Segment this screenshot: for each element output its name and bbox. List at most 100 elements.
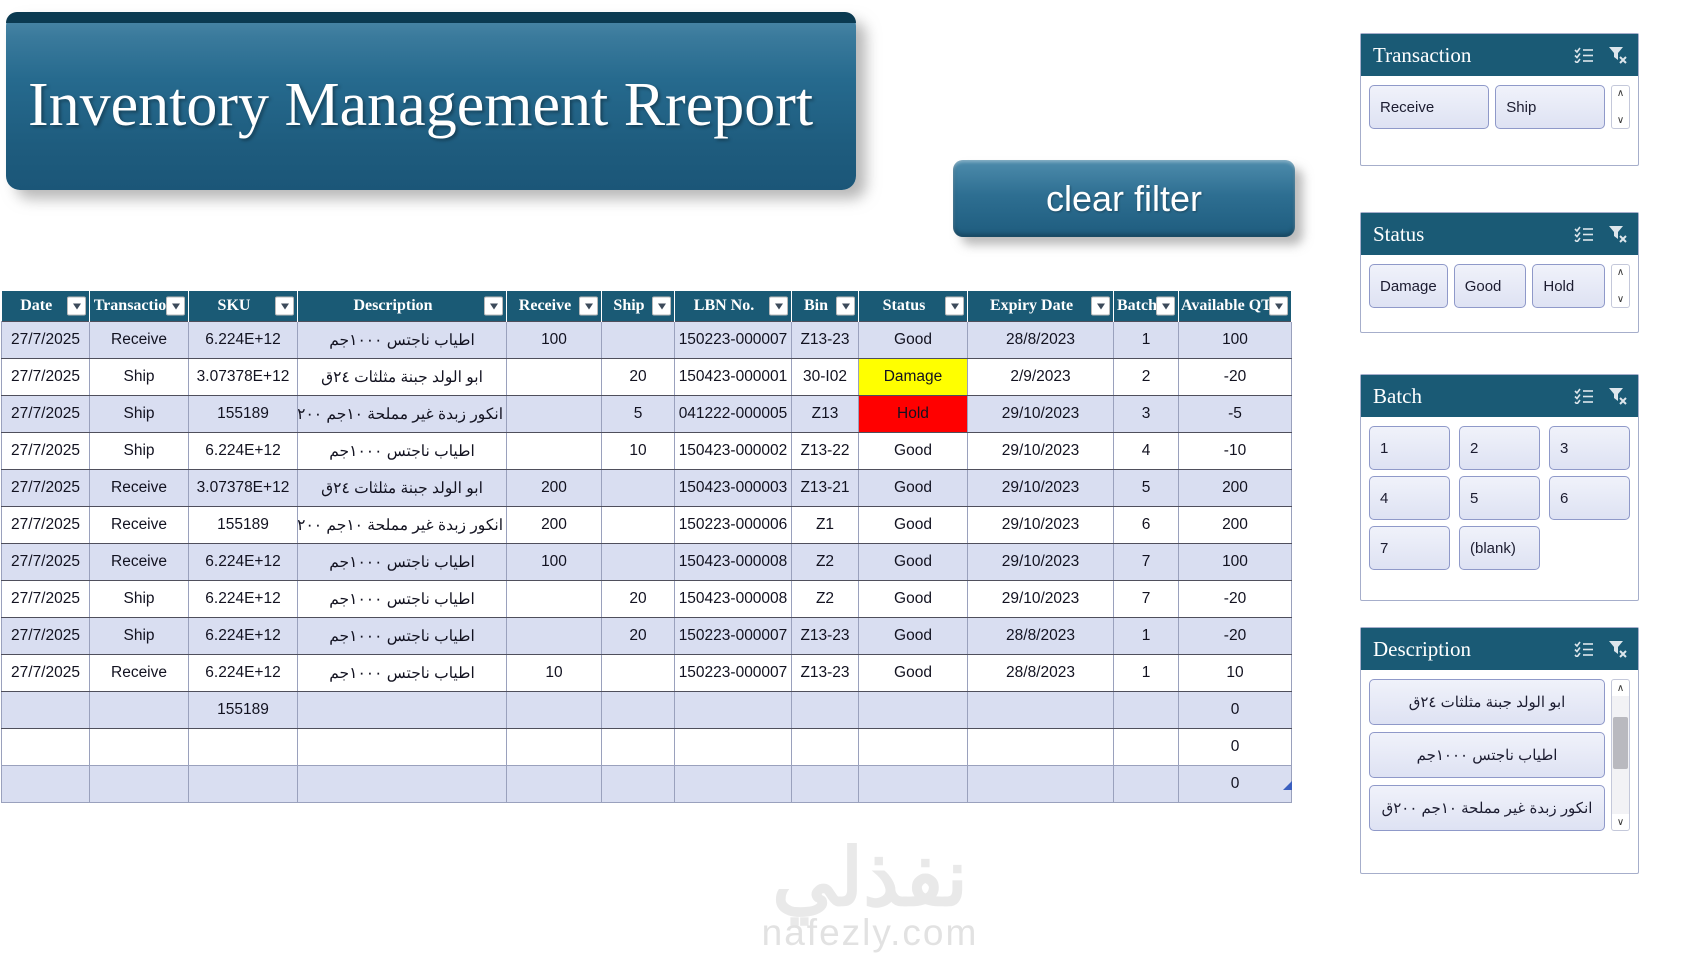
column-filter-button[interactable] (945, 296, 964, 316)
cell-transaction[interactable]: Ship (89, 395, 189, 433)
cell-batch[interactable]: 5 (1113, 469, 1179, 507)
cell-status[interactable]: Good (858, 580, 968, 618)
cell-ship[interactable] (601, 321, 675, 359)
cell-transaction[interactable]: Ship (89, 432, 189, 470)
cell-receive[interactable]: 10 (506, 654, 602, 692)
cell-date[interactable]: 27/7/2025 (1, 469, 90, 507)
cell-available[interactable]: 10 (1178, 654, 1292, 692)
cell-available[interactable]: 200 (1178, 506, 1292, 544)
slicer-item[interactable]: 3 (1549, 426, 1630, 470)
clear-filter-icon[interactable] (1608, 387, 1628, 405)
cell-date[interactable] (1, 728, 90, 766)
cell-transaction[interactable]: Receive (89, 506, 189, 544)
cell-transaction[interactable] (89, 765, 189, 803)
cell-sku[interactable]: 6.224E+12 (188, 580, 298, 618)
scroll-thumb[interactable] (1613, 717, 1628, 770)
cell-lbn[interactable]: 041222-000005 (674, 395, 792, 433)
clear-filter-icon[interactable] (1608, 225, 1628, 243)
cell-bin[interactable]: 30-I02 (791, 358, 859, 396)
cell-date[interactable]: 27/7/2025 (1, 654, 90, 692)
cell-lbn[interactable]: 150423-000001 (674, 358, 792, 396)
cell-lbn[interactable] (674, 728, 792, 766)
cell-description[interactable] (297, 691, 507, 729)
cell-description[interactable]: اطياب ناجتس ١٠٠٠جم (297, 654, 507, 692)
column-filter-button[interactable] (166, 296, 185, 316)
cell-batch[interactable] (1113, 691, 1179, 729)
cell-receive[interactable] (506, 580, 602, 618)
cell-bin[interactable]: Z13-23 (791, 617, 859, 655)
cell-status[interactable]: Good (858, 654, 968, 692)
description-scrollbar[interactable]: ∧ ∨ (1611, 679, 1630, 831)
cell-description[interactable]: ابو الولد جبنة مثلثات ٢٤ق (297, 469, 507, 507)
cell-sku[interactable] (188, 728, 298, 766)
column-filter-button[interactable] (67, 296, 86, 316)
cell-batch[interactable]: 6 (1113, 506, 1179, 544)
cell-bin[interactable] (791, 691, 859, 729)
cell-description[interactable]: اطياب ناجتس ١٠٠٠جم (297, 580, 507, 618)
cell-batch[interactable]: 4 (1113, 432, 1179, 470)
cell-available[interactable]: 100 (1178, 321, 1292, 359)
cell-expiry[interactable]: 29/10/2023 (967, 543, 1114, 581)
cell-status[interactable]: Good (858, 617, 968, 655)
cell-receive[interactable]: 200 (506, 506, 602, 544)
cell-expiry[interactable]: 29/10/2023 (967, 432, 1114, 470)
cell-receive[interactable] (506, 432, 602, 470)
column-filter-button[interactable] (579, 296, 598, 316)
cell-lbn[interactable]: 150223-000007 (674, 617, 792, 655)
cell-date[interactable]: 27/7/2025 (1, 358, 90, 396)
cell-bin[interactable]: Z13-23 (791, 321, 859, 359)
cell-description[interactable]: اطياب ناجتس ١٠٠٠جم (297, 321, 507, 359)
cell-sku[interactable]: 155189 (188, 395, 298, 433)
cell-batch[interactable]: 2 (1113, 358, 1179, 396)
table-resize-handle[interactable] (1283, 781, 1292, 790)
cell-bin[interactable]: Z13-23 (791, 654, 859, 692)
cell-lbn[interactable]: 150423-000002 (674, 432, 792, 470)
cell-receive[interactable] (506, 728, 602, 766)
column-filter-button[interactable] (1156, 296, 1175, 316)
cell-expiry[interactable]: 28/8/2023 (967, 617, 1114, 655)
scroll-up-arrow[interactable]: ∧ (1616, 88, 1625, 99)
slicer-item[interactable]: 6 (1549, 476, 1630, 520)
cell-batch[interactable] (1113, 728, 1179, 766)
cell-receive[interactable]: 100 (506, 321, 602, 359)
column-filter-button[interactable] (275, 296, 294, 316)
cell-status[interactable]: Good (858, 543, 968, 581)
column-filter-button[interactable] (652, 296, 671, 316)
cell-date[interactable] (1, 765, 90, 803)
slicer-item[interactable]: 5 (1459, 476, 1540, 520)
slicer-item[interactable]: 2 (1459, 426, 1540, 470)
slicer-scrollbar[interactable]: ∧ ∨ (1611, 264, 1630, 308)
cell-description[interactable] (297, 765, 507, 803)
slicer-item[interactable]: Receive (1369, 85, 1490, 129)
clear-filter-icon[interactable] (1608, 46, 1628, 64)
cell-receive[interactable]: 100 (506, 543, 602, 581)
cell-available[interactable]: -5 (1178, 395, 1292, 433)
cell-ship[interactable] (601, 765, 675, 803)
cell-sku[interactable]: 155189 (188, 506, 298, 544)
cell-date[interactable]: 27/7/2025 (1, 321, 90, 359)
cell-status[interactable]: Good (858, 469, 968, 507)
cell-sku[interactable]: 6.224E+12 (188, 321, 298, 359)
cell-expiry[interactable]: 29/10/2023 (967, 506, 1114, 544)
cell-available[interactable]: 200 (1178, 469, 1292, 507)
cell-description[interactable]: انكور زبدة غير مملحة ١٠جم ٢٠٠ق (297, 506, 507, 544)
cell-available[interactable]: 0 (1178, 765, 1292, 803)
column-filter-button[interactable] (1269, 296, 1288, 316)
cell-expiry[interactable]: 29/10/2023 (967, 580, 1114, 618)
cell-available[interactable]: -10 (1178, 432, 1292, 470)
cell-batch[interactable]: 7 (1113, 543, 1179, 581)
cell-expiry[interactable] (967, 765, 1114, 803)
cell-status[interactable] (858, 765, 968, 803)
cell-lbn[interactable] (674, 691, 792, 729)
cell-sku[interactable]: 6.224E+12 (188, 654, 298, 692)
cell-description[interactable]: اطياب ناجتس ١٠٠٠جم (297, 617, 507, 655)
cell-ship[interactable]: 5 (601, 395, 675, 433)
clear-filter-button[interactable]: clear filter (953, 160, 1295, 237)
slicer-item[interactable]: Hold (1532, 264, 1606, 308)
cell-date[interactable]: 27/7/2025 (1, 506, 90, 544)
cell-sku[interactable] (188, 765, 298, 803)
cell-sku[interactable]: 6.224E+12 (188, 432, 298, 470)
cell-transaction[interactable] (89, 691, 189, 729)
cell-sku[interactable]: 6.224E+12 (188, 617, 298, 655)
cell-receive[interactable] (506, 691, 602, 729)
